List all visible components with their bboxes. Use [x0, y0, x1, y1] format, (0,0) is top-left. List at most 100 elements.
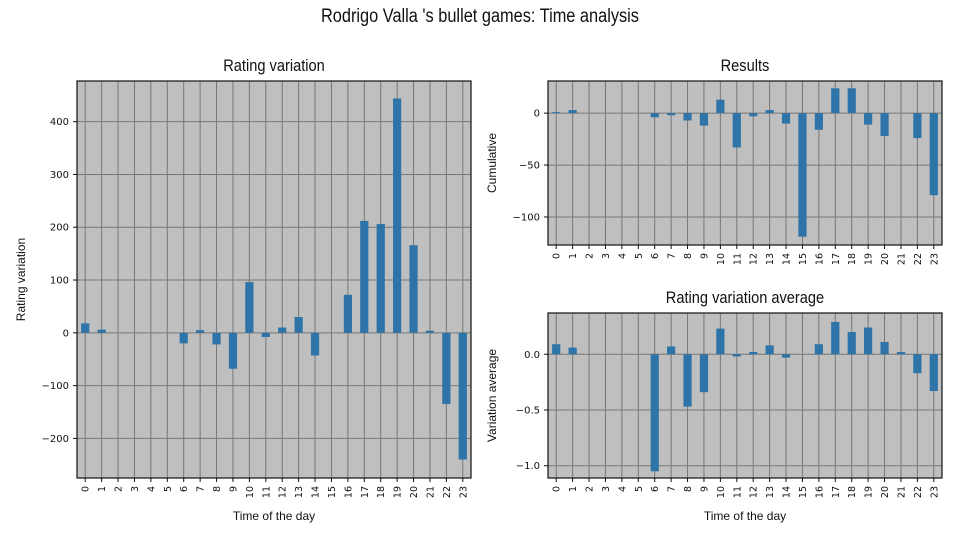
x-tick-label: 17 — [831, 486, 842, 498]
x-tick-label: 3 — [601, 486, 612, 492]
x-tick-label: 15 — [798, 486, 809, 498]
x-tick-label: 18 — [376, 486, 387, 498]
bar-6 — [179, 332, 188, 344]
x-tick-label: 4 — [146, 486, 157, 492]
x-tick-label: 12 — [278, 486, 289, 498]
bar-16 — [814, 344, 823, 355]
bar-14 — [781, 113, 791, 124]
bar-7 — [196, 330, 205, 333]
bar-1 — [568, 110, 577, 114]
x-tick-label: 6 — [650, 486, 661, 492]
x-tick-label: 10 — [716, 486, 727, 498]
bar-17 — [831, 321, 840, 355]
x-tick-label: 1 — [568, 253, 579, 259]
x-tick-label: 19 — [393, 486, 404, 498]
x-tick-label: 5 — [634, 486, 645, 492]
bar-10 — [716, 99, 725, 114]
bar-22 — [442, 332, 451, 405]
bar-22 — [913, 354, 922, 374]
bar-6 — [650, 354, 659, 472]
bar-8 — [683, 113, 692, 121]
x-tick-label: 15 — [327, 486, 338, 498]
y-tick-label: 0.0 — [524, 350, 540, 361]
bar-16 — [343, 294, 352, 333]
x-tick-label: 13 — [294, 486, 305, 498]
bar-9 — [228, 332, 238, 369]
x-tick-label: 14 — [311, 486, 322, 498]
x-tick-label: 17 — [831, 253, 842, 265]
x-tick-label: 2 — [585, 253, 596, 259]
x-tick-label: 9 — [228, 486, 239, 492]
y-tick-label: −0.5 — [516, 405, 540, 416]
x-tick-label: 15 — [798, 253, 809, 265]
plot-background — [548, 313, 942, 478]
bar-20 — [880, 341, 889, 355]
y-tick-label: 400 — [50, 117, 69, 128]
bar-21 — [425, 330, 435, 333]
bar-1 — [568, 347, 577, 355]
bar-19 — [864, 113, 873, 125]
plot-frame — [547, 80, 943, 246]
x-tick-label: 19 — [864, 253, 875, 265]
y-tick-label: −1.0 — [516, 461, 540, 472]
bar-10 — [716, 328, 725, 355]
bar-15 — [798, 113, 807, 237]
x-tick-label: 4 — [617, 253, 628, 259]
x-tick-label: 0 — [552, 253, 563, 259]
bar-11 — [732, 113, 741, 148]
x-tick-label: 8 — [683, 486, 694, 492]
x-tick-label: 6 — [650, 253, 661, 259]
bar-11 — [732, 354, 741, 357]
x-tick-label: 16 — [814, 486, 825, 498]
x-tick-label: 21 — [425, 486, 436, 498]
x-tick-label: 16 — [343, 486, 354, 498]
bar-9 — [699, 354, 709, 393]
bar-8 — [212, 332, 221, 345]
x-tick-label: 19 — [864, 486, 875, 498]
bar-20 — [880, 113, 889, 137]
x-tick-label: 17 — [360, 486, 371, 498]
bar-12 — [749, 113, 758, 117]
x-tick-label: 18 — [847, 486, 858, 498]
bar-13 — [765, 345, 774, 355]
bar-13 — [294, 316, 303, 333]
bar-1 — [97, 329, 106, 333]
bar-23 — [929, 113, 938, 196]
bar-16 — [814, 113, 823, 130]
x-tick-label: 10 — [245, 486, 256, 498]
x-tick-label: 3 — [130, 486, 141, 492]
x-tick-label: 22 — [913, 486, 924, 498]
x-tick-label: 11 — [732, 253, 743, 265]
bar-0 — [552, 344, 561, 355]
x-tick-label: 23 — [929, 486, 940, 498]
figure-title: Rodrigo Valla 's bullet games: Time anal… — [321, 6, 639, 27]
bar-7 — [667, 346, 676, 355]
subplot-title: Results — [721, 57, 770, 75]
y-axis-label: Rating variation — [14, 238, 28, 321]
x-tick-label: 1 — [97, 486, 108, 492]
bar-12 — [749, 352, 758, 355]
x-tick-label: 14 — [782, 486, 793, 498]
bar-9 — [699, 113, 709, 126]
x-tick-label: 11 — [732, 486, 743, 498]
bar-18 — [847, 331, 856, 355]
x-tick-label: 8 — [683, 253, 694, 259]
x-tick-label: 7 — [667, 253, 678, 259]
bar-14 — [781, 354, 791, 358]
x-tick-label: 9 — [699, 253, 710, 259]
x-tick-label: 0 — [81, 486, 92, 492]
x-tick-label: 13 — [765, 486, 776, 498]
x-tick-label: 18 — [847, 253, 858, 265]
bar-19 — [864, 327, 873, 355]
y-tick-label: −100 — [513, 212, 540, 223]
x-tick-label: 22 — [913, 253, 924, 265]
x-tick-label: 5 — [163, 486, 174, 492]
x-tick-label: 10 — [716, 253, 727, 265]
bar-13 — [765, 110, 774, 114]
bar-10 — [245, 282, 254, 333]
chart-average: −1.0−0.50.00 1 2 3 4 5 6 7 8 9 10 11 12 13 14 15 16 17 18 1… — [485, 289, 943, 523]
bar-7 — [667, 113, 676, 116]
bar-23 — [929, 354, 938, 392]
